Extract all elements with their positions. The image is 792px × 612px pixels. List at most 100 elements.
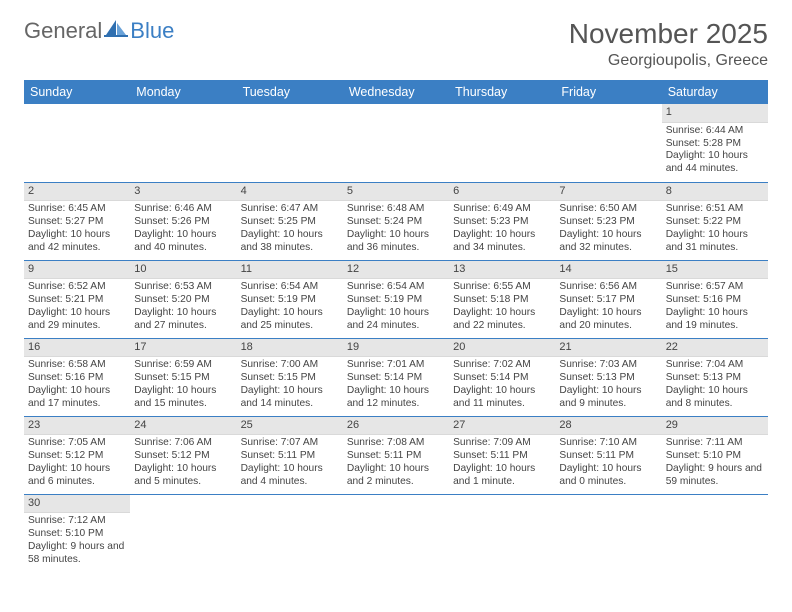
calendar-cell: 19Sunrise: 7:01 AMSunset: 5:14 PMDayligh… [343,338,449,416]
sunset-text: Sunset: 5:24 PM [347,216,445,229]
sunset-text: Sunset: 5:10 PM [666,450,764,463]
day-number: 3 [130,183,236,202]
sunrise-text: Sunrise: 7:04 AM [666,359,764,372]
daylight-text: Daylight: 10 hours and 1 minute. [453,463,551,489]
calendar-cell: 12Sunrise: 6:54 AMSunset: 5:19 PMDayligh… [343,260,449,338]
sunrise-text: Sunrise: 6:49 AM [453,203,551,216]
day-header: Tuesday [237,80,343,104]
logo-text-general: General [24,18,102,44]
calendar-cell: 27Sunrise: 7:09 AMSunset: 5:11 PMDayligh… [449,416,555,494]
day-details: Sunrise: 7:01 AMSunset: 5:14 PMDaylight:… [343,357,449,414]
sunset-text: Sunset: 5:14 PM [453,372,551,385]
sunrise-text: Sunrise: 7:12 AM [28,515,126,528]
calendar-cell: 13Sunrise: 6:55 AMSunset: 5:18 PMDayligh… [449,260,555,338]
calendar-row: 9Sunrise: 6:52 AMSunset: 5:21 PMDaylight… [24,260,768,338]
day-details: Sunrise: 7:03 AMSunset: 5:13 PMDaylight:… [555,357,661,414]
daylight-text: Daylight: 10 hours and 14 minutes. [241,385,339,411]
daylight-text: Daylight: 10 hours and 27 minutes. [134,307,232,333]
calendar-cell: 21Sunrise: 7:03 AMSunset: 5:13 PMDayligh… [555,338,661,416]
day-details: Sunrise: 6:58 AMSunset: 5:16 PMDaylight:… [24,357,130,414]
daylight-text: Daylight: 10 hours and 4 minutes. [241,463,339,489]
calendar-cell: 16Sunrise: 6:58 AMSunset: 5:16 PMDayligh… [24,338,130,416]
day-details: Sunrise: 6:54 AMSunset: 5:19 PMDaylight:… [343,279,449,336]
day-details: Sunrise: 7:12 AMSunset: 5:10 PMDaylight:… [24,513,130,570]
day-details: Sunrise: 6:51 AMSunset: 5:22 PMDaylight:… [662,201,768,258]
daylight-text: Daylight: 10 hours and 42 minutes. [28,229,126,255]
sunset-text: Sunset: 5:18 PM [453,294,551,307]
day-number: 10 [130,261,236,280]
calendar-row: 23Sunrise: 7:05 AMSunset: 5:12 PMDayligh… [24,416,768,494]
sunset-text: Sunset: 5:21 PM [28,294,126,307]
header: General Blue November 2025 Georgioupolis… [24,18,768,70]
day-number: 19 [343,339,449,358]
daylight-text: Daylight: 10 hours and 32 minutes. [559,229,657,255]
calendar-cell: 18Sunrise: 7:00 AMSunset: 5:15 PMDayligh… [237,338,343,416]
calendar-cell [449,494,555,572]
day-header: Friday [555,80,661,104]
sunrise-text: Sunrise: 6:44 AM [666,125,764,138]
day-details: Sunrise: 6:59 AMSunset: 5:15 PMDaylight:… [130,357,236,414]
sunrise-text: Sunrise: 6:48 AM [347,203,445,216]
day-number: 5 [343,183,449,202]
calendar-cell: 22Sunrise: 7:04 AMSunset: 5:13 PMDayligh… [662,338,768,416]
calendar-table: Sunday Monday Tuesday Wednesday Thursday… [24,80,768,572]
day-header: Sunday [24,80,130,104]
sunset-text: Sunset: 5:28 PM [666,138,764,151]
day-details: Sunrise: 7:08 AMSunset: 5:11 PMDaylight:… [343,435,449,492]
daylight-text: Daylight: 9 hours and 58 minutes. [28,541,126,567]
sunset-text: Sunset: 5:15 PM [241,372,339,385]
calendar-row: 2Sunrise: 6:45 AMSunset: 5:27 PMDaylight… [24,182,768,260]
sunrise-text: Sunrise: 7:03 AM [559,359,657,372]
daylight-text: Daylight: 10 hours and 34 minutes. [453,229,551,255]
sunrise-text: Sunrise: 6:52 AM [28,281,126,294]
day-number: 22 [662,339,768,358]
calendar-cell: 11Sunrise: 6:54 AMSunset: 5:19 PMDayligh… [237,260,343,338]
sunset-text: Sunset: 5:11 PM [559,450,657,463]
day-details: Sunrise: 6:56 AMSunset: 5:17 PMDaylight:… [555,279,661,336]
daylight-text: Daylight: 10 hours and 24 minutes. [347,307,445,333]
day-number: 27 [449,417,555,436]
sunset-text: Sunset: 5:22 PM [666,216,764,229]
day-number: 6 [449,183,555,202]
day-number: 2 [24,183,130,202]
day-number: 17 [130,339,236,358]
day-details: Sunrise: 6:53 AMSunset: 5:20 PMDaylight:… [130,279,236,336]
day-details: Sunrise: 6:48 AMSunset: 5:24 PMDaylight:… [343,201,449,258]
calendar-cell [24,104,130,182]
calendar-row: 30Sunrise: 7:12 AMSunset: 5:10 PMDayligh… [24,494,768,572]
sunset-text: Sunset: 5:10 PM [28,528,126,541]
calendar-cell: 23Sunrise: 7:05 AMSunset: 5:12 PMDayligh… [24,416,130,494]
sunrise-text: Sunrise: 6:59 AM [134,359,232,372]
sunrise-text: Sunrise: 6:53 AM [134,281,232,294]
location: Georgioupolis, Greece [569,52,768,70]
logo-text-blue: Blue [130,18,174,44]
daylight-text: Daylight: 10 hours and 6 minutes. [28,463,126,489]
calendar-cell: 1Sunrise: 6:44 AMSunset: 5:28 PMDaylight… [662,104,768,182]
calendar-cell: 24Sunrise: 7:06 AMSunset: 5:12 PMDayligh… [130,416,236,494]
calendar-cell: 5Sunrise: 6:48 AMSunset: 5:24 PMDaylight… [343,182,449,260]
sunrise-text: Sunrise: 7:01 AM [347,359,445,372]
day-details: Sunrise: 7:07 AMSunset: 5:11 PMDaylight:… [237,435,343,492]
daylight-text: Daylight: 10 hours and 22 minutes. [453,307,551,333]
calendar-cell: 15Sunrise: 6:57 AMSunset: 5:16 PMDayligh… [662,260,768,338]
sunrise-text: Sunrise: 7:00 AM [241,359,339,372]
sunset-text: Sunset: 5:27 PM [28,216,126,229]
day-number: 13 [449,261,555,280]
day-details: Sunrise: 7:05 AMSunset: 5:12 PMDaylight:… [24,435,130,492]
day-number: 4 [237,183,343,202]
day-details: Sunrise: 6:44 AMSunset: 5:28 PMDaylight:… [662,123,768,180]
day-details: Sunrise: 6:57 AMSunset: 5:16 PMDaylight:… [662,279,768,336]
calendar-cell: 10Sunrise: 6:53 AMSunset: 5:20 PMDayligh… [130,260,236,338]
sunset-text: Sunset: 5:19 PM [241,294,339,307]
day-details: Sunrise: 7:04 AMSunset: 5:13 PMDaylight:… [662,357,768,414]
daylight-text: Daylight: 10 hours and 40 minutes. [134,229,232,255]
calendar-cell [237,104,343,182]
daylight-text: Daylight: 9 hours and 59 minutes. [666,463,764,489]
calendar-cell: 9Sunrise: 6:52 AMSunset: 5:21 PMDaylight… [24,260,130,338]
calendar-cell: 25Sunrise: 7:07 AMSunset: 5:11 PMDayligh… [237,416,343,494]
calendar-cell: 8Sunrise: 6:51 AMSunset: 5:22 PMDaylight… [662,182,768,260]
sunrise-text: Sunrise: 6:54 AM [241,281,339,294]
sunrise-text: Sunrise: 7:06 AM [134,437,232,450]
day-number: 24 [130,417,236,436]
sunset-text: Sunset: 5:13 PM [666,372,764,385]
